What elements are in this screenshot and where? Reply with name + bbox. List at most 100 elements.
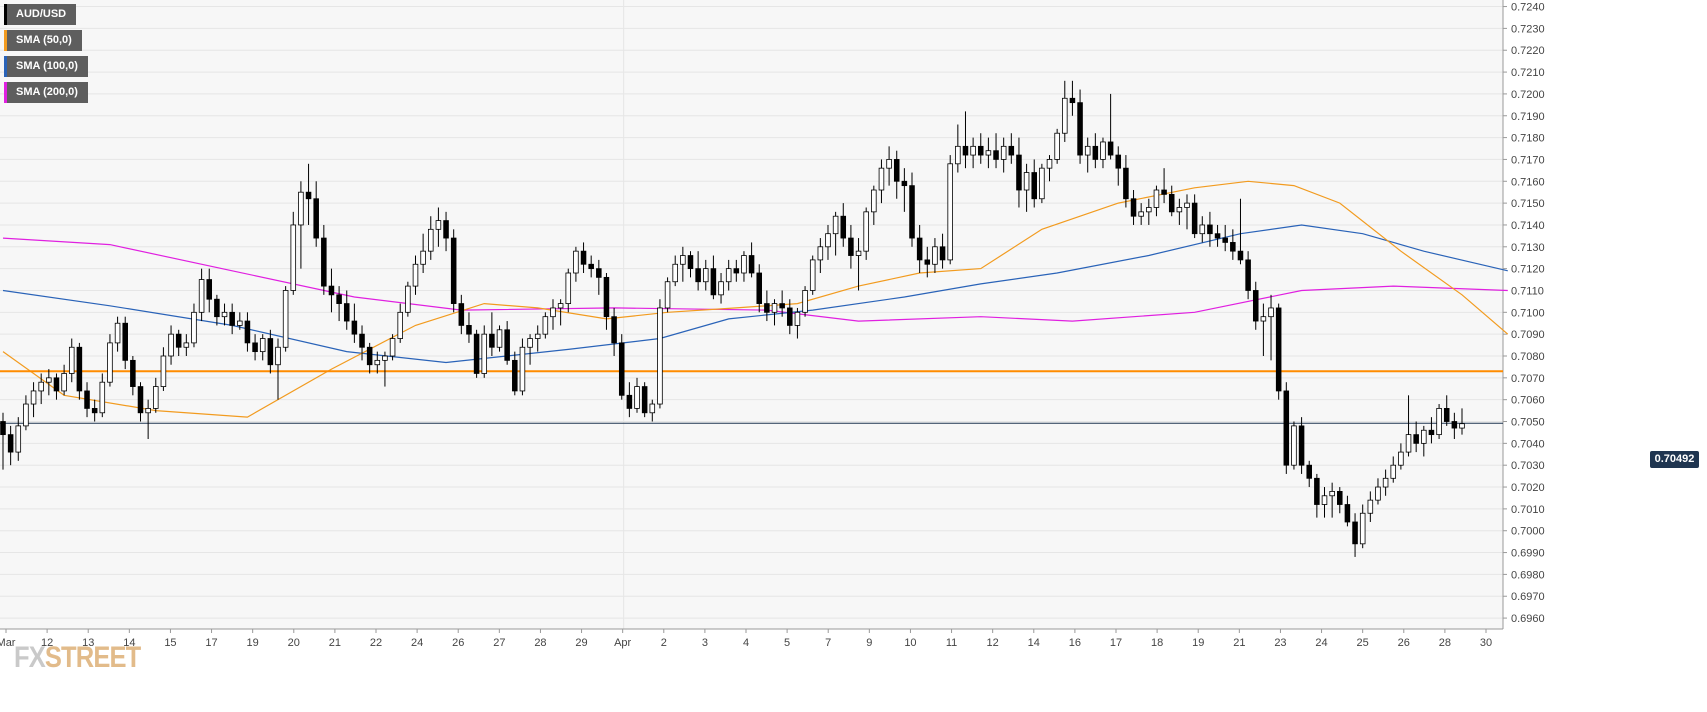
candle-body [1039, 167, 1045, 200]
candle-body [366, 346, 373, 366]
candle-body [267, 338, 274, 366]
plot-area [0, 0, 1503, 629]
candle-body [1405, 434, 1412, 453]
candle-body [7, 434, 14, 453]
candle-body [787, 307, 793, 326]
legend-item-audusd[interactable]: AUD/USD [4, 4, 77, 25]
sma50-line [2, 180, 1509, 418]
candle-body [580, 250, 587, 265]
candle-body [38, 381, 44, 392]
candle-body [519, 346, 526, 392]
candle-body [290, 224, 297, 291]
legend-item-sma50[interactable]: SMA (50,0) [4, 30, 82, 51]
x-tick-label: 26 [452, 637, 464, 649]
candle-body [977, 145, 984, 156]
x-tick-label: 17 [1110, 637, 1122, 649]
x-tick-label: 10 [904, 637, 916, 649]
candle-body [542, 316, 549, 335]
legend-swatch-audusd [4, 4, 7, 25]
candle-body [802, 290, 808, 313]
candle-body [1390, 464, 1397, 479]
x-tick-label: 15 [164, 637, 176, 649]
candle-body [351, 320, 358, 335]
candle-body [221, 311, 228, 318]
candle-body [618, 342, 625, 396]
candle-body [1314, 477, 1320, 505]
candle-body [924, 259, 931, 265]
candle-body [832, 215, 839, 235]
candle-body [939, 246, 946, 261]
candle-body [1260, 316, 1267, 322]
candle-body [183, 342, 190, 348]
candle-body [1237, 250, 1244, 261]
candle-body [328, 285, 335, 296]
x-tick-label: 16 [1069, 637, 1081, 649]
sma200-line [2, 237, 1508, 322]
candle-body [1031, 172, 1037, 200]
candle-body [30, 390, 37, 405]
candle-body [15, 425, 22, 453]
x-tick-label: 4 [743, 637, 749, 649]
y-tick-label: 0.7230 [1511, 23, 1545, 35]
x-tick-label: 30 [1480, 637, 1492, 649]
candle-body [909, 185, 915, 239]
candle-body [993, 150, 999, 160]
candle-body [412, 263, 419, 287]
candle-body [1176, 207, 1183, 213]
candle-body [748, 255, 755, 274]
candle-body [985, 150, 992, 156]
candle-body [718, 281, 724, 296]
candle-body [970, 145, 976, 156]
candle-body [237, 320, 243, 326]
y-tick-label: 0.7220 [1511, 45, 1545, 57]
candle-body [886, 159, 892, 169]
candle-body [282, 290, 289, 348]
candle-body [420, 250, 426, 265]
x-tick-label: 14 [123, 637, 135, 649]
candle-body [1298, 425, 1305, 466]
x-tick-label: 25 [1357, 637, 1369, 649]
candle-body [1046, 159, 1053, 169]
candle-body [336, 294, 342, 304]
candle-body [1222, 237, 1228, 243]
y-tick-label: 0.7210 [1511, 67, 1545, 79]
candle-body [458, 303, 465, 326]
candle-body [1359, 512, 1366, 545]
candle-body [794, 311, 801, 326]
x-tick-label: 28 [534, 637, 546, 649]
y-tick-label: 0.7030 [1511, 460, 1545, 472]
candle-body [46, 377, 52, 383]
candle-body [91, 408, 98, 414]
candle-body [1337, 491, 1343, 505]
legend-label-sma100: SMA (100,0) [16, 60, 78, 72]
legend-item-sma100[interactable]: SMA (100,0) [4, 56, 88, 77]
x-tick-label: 22 [370, 637, 382, 649]
candle-body [1428, 429, 1435, 436]
candle-body [107, 342, 113, 383]
candle-body [489, 333, 495, 348]
x-tick-label: 24 [1315, 637, 1327, 649]
y-tick-label: 0.7240 [1511, 2, 1545, 14]
candle-body [1283, 390, 1290, 466]
candle-body [664, 281, 671, 309]
candle-body [557, 303, 564, 309]
candle-body [1130, 198, 1137, 217]
candle-body [450, 237, 457, 304]
x-tick-label: 21 [1233, 637, 1245, 649]
candle-body [962, 145, 969, 156]
candle-body [1069, 97, 1076, 104]
legend-label-sma50: SMA (50,0) [16, 34, 72, 46]
candle-body [252, 342, 258, 353]
candle-body [145, 408, 151, 414]
legend: AUD/USD SMA (50,0) SMA (100,0) SMA (200,… [4, 4, 88, 108]
legend-item-sma200[interactable]: SMA (200,0) [4, 82, 88, 103]
candle-body [649, 403, 656, 414]
candle-body [1214, 233, 1221, 239]
candle-body [435, 220, 442, 230]
candle-body [1107, 141, 1114, 156]
x-tick-label: 9 [866, 637, 872, 649]
x-tick-label: 14 [1028, 637, 1040, 649]
legend-swatch-sma100 [4, 56, 7, 77]
candle-body [153, 386, 159, 409]
logo-street-text: STREET [44, 641, 141, 674]
